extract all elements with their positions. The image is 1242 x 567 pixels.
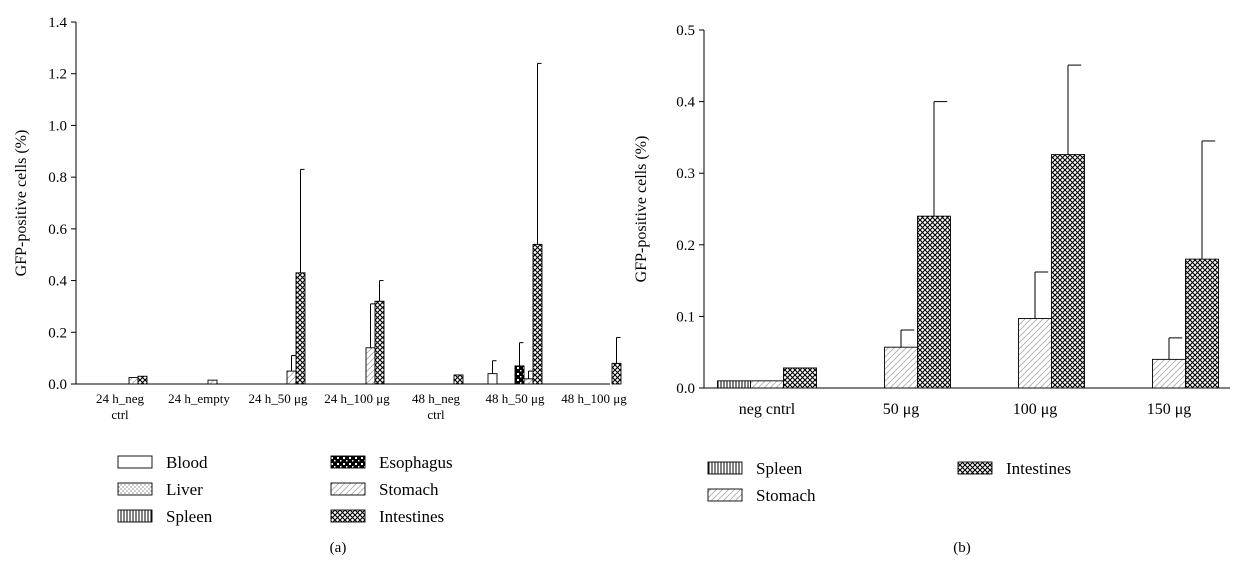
x-tick-label: 50 μg (883, 401, 920, 418)
bar-blood (487, 373, 498, 385)
y-tick-label: 0.1 (676, 309, 695, 325)
chart-panel-b: 0.0 0.1 0.2 0.3 0.4 0.5 GFP-positive cells (%)… (633, 23, 1230, 556)
x-tick-label-line: 24 h_100 μg (324, 391, 390, 406)
legend-label-liver: Liver (166, 480, 203, 499)
x-tick-label: 100 μg (1013, 401, 1058, 418)
bar-intestines (783, 367, 817, 389)
legend-swatch-esophagus (330, 455, 366, 469)
y-tick-label: 1.0 (48, 118, 67, 134)
x-tick-label-line: 48 h_neg (412, 391, 461, 406)
y-tick-label: 0.2 (676, 238, 695, 254)
y-tick-label: 0.0 (676, 381, 695, 397)
bar-intestines (137, 375, 148, 385)
x-tick-label-line: 24 h_neg (96, 391, 145, 406)
bar-stomach (884, 346, 918, 389)
legend-swatch-intestines (957, 461, 993, 475)
legend-label-intestines: Intestines (1006, 459, 1071, 478)
y-tick-label: 0.4 (676, 95, 695, 111)
x-tick-label-line: ctrl (427, 407, 445, 422)
bar-stomach (523, 378, 534, 385)
x-tick-label: 24 h_50 μg (249, 391, 308, 406)
x-tick-label-line: 24 h_empty (168, 391, 230, 406)
x-tick-label: 24 h_neg ctrl (96, 391, 145, 422)
bar-intestines (453, 374, 464, 385)
y-tick-label: 0.5 (676, 23, 695, 39)
x-tick-label-line: 48 h_50 μg (486, 391, 545, 406)
y-tick-label: 0.4 (48, 274, 67, 290)
x-tick-label-line: ctrl (111, 407, 129, 422)
legend-swatch-stomach (707, 488, 743, 502)
y-tick-label: 0.6 (48, 222, 67, 238)
legend-swatch-stomach (330, 482, 366, 496)
legend-swatch-liver (117, 482, 153, 496)
bar-stomach (128, 377, 139, 385)
bar-intestines (295, 272, 306, 385)
x-tick-label: neg cntrl (739, 401, 796, 418)
legend-swatch-spleen (707, 461, 743, 475)
panel-label: (b) (953, 540, 971, 556)
bar-intestines (917, 215, 951, 389)
y-tick-label: 0.0 (48, 377, 67, 393)
x-tick-label: 24 h_100 μg (324, 391, 390, 406)
legend-label-spleen: Spleen (166, 507, 213, 526)
x-tick-label-line: 100 μg (1013, 401, 1058, 418)
bar-intestines (611, 362, 622, 385)
panel-label: (a) (330, 540, 347, 556)
bar-spleen (717, 380, 751, 389)
x-tick-label-line: 48 h_100 μg (561, 391, 627, 406)
legend-swatch-spleen (117, 509, 153, 523)
x-tick-label: 48 h_50 μg (486, 391, 545, 406)
bar-stomach (1152, 358, 1186, 389)
legend-swatch-blood (117, 455, 153, 469)
y-tick-label: 0.3 (676, 166, 695, 182)
y-tick-label: 1.4 (48, 15, 67, 31)
legend-label-stomach: Stomach (756, 486, 816, 505)
bar-intestines (1185, 258, 1219, 389)
bar-stomach (750, 380, 784, 389)
y-axis-title: GFP-positive cells (%) (13, 130, 30, 277)
bar-stomach (286, 370, 297, 385)
legend-label-spleen: Spleen (756, 459, 803, 478)
y-axis-title: GFP-positive cells (%) (633, 136, 650, 283)
x-tick-label: 48 h_100 μg (561, 391, 627, 406)
bar-esophagus (514, 365, 525, 385)
x-tick-label-line: 150 μg (1147, 401, 1192, 418)
legend-swatch-intestines (330, 509, 366, 523)
x-tick-label-line: neg cntrl (739, 401, 796, 418)
bar-stomach (365, 347, 376, 385)
y-tick-label: 0.2 (48, 325, 67, 341)
bar-stomach (1018, 318, 1052, 389)
y-tick-label: 1.2 (48, 67, 67, 83)
bar-intestines (1051, 154, 1085, 389)
legend-label-esophagus: Esophagus (379, 453, 453, 472)
y-tick-label: 0.8 (48, 170, 67, 186)
chart-panel-a: 0.0 0.2 0.4 0.6 0.8 1.0 1.2 1.4 GFP-positive cel… (13, 15, 627, 556)
legend-label-stomach: Stomach (379, 480, 439, 499)
x-tick-label: 48 h_neg ctrl (412, 391, 461, 422)
x-tick-label: 150 μg (1147, 401, 1192, 418)
legend-label-blood: Blood (166, 453, 208, 472)
x-tick-label: 24 h_empty (168, 391, 230, 406)
bar-intestines (532, 243, 543, 385)
bar-intestines (374, 300, 385, 385)
x-tick-label-line: 24 h_50 μg (249, 391, 308, 406)
bar-stomach (207, 379, 218, 385)
legend-label-intestines: Intestines (379, 507, 444, 526)
x-tick-label-line: 50 μg (883, 401, 920, 418)
